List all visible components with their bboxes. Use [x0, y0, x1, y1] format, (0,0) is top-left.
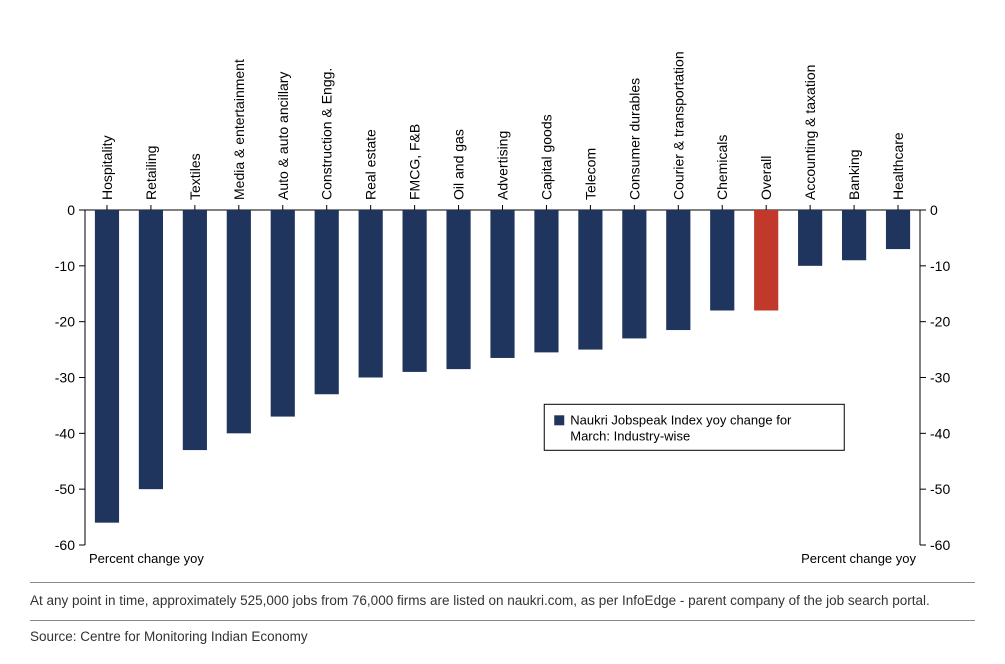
- bar: [666, 210, 690, 330]
- bar: [490, 210, 514, 358]
- legend-marker: [554, 415, 564, 425]
- svg-text:0: 0: [930, 202, 938, 218]
- category-label: Chemicals: [714, 135, 730, 200]
- svg-text:-30: -30: [930, 370, 950, 386]
- category-label: Construction & Engg.: [319, 68, 335, 200]
- bar: [886, 210, 910, 249]
- category-label: Accounting & taxation: [802, 65, 818, 200]
- svg-text:-50: -50: [930, 481, 950, 497]
- bar-chart: 0 0 -10 -10 -20 -20 -30 -30 -40 -40 -50 -50 -60 -60 Ho…: [30, 10, 975, 570]
- svg-text:-40: -40: [930, 425, 950, 441]
- y-axis-title-left: Percent change yoy: [89, 551, 204, 566]
- category-label: Advertising: [495, 131, 511, 200]
- bar: [315, 210, 339, 394]
- svg-text:-50: -50: [55, 481, 75, 497]
- bar: [183, 210, 207, 450]
- separator: [30, 620, 975, 621]
- svg-text:-40: -40: [55, 425, 75, 441]
- bar: [359, 210, 383, 378]
- bar: [622, 210, 646, 338]
- footnote-text: At any point in time, approximately 525,…: [30, 593, 975, 608]
- bar: [842, 210, 866, 260]
- bar: [271, 210, 295, 417]
- category-label: Healthcare: [890, 132, 906, 200]
- bar: [798, 210, 822, 266]
- category-label: Banking: [846, 149, 862, 200]
- separator: [30, 582, 975, 583]
- category-label: Telecom: [582, 148, 598, 200]
- svg-text:0: 0: [67, 202, 75, 218]
- bar: [227, 210, 251, 433]
- category-label: Consumer durables: [626, 78, 642, 200]
- category-label: FMCG, F&B: [407, 124, 423, 200]
- category-label: Media & entertainment: [231, 59, 247, 200]
- bar: [534, 210, 558, 352]
- category-label: Textiles: [187, 153, 203, 200]
- y-axis-title-right: Percent change yoy: [801, 551, 916, 566]
- bar: [710, 210, 734, 311]
- bar: [403, 210, 427, 372]
- legend-label: Naukri Jobspeak Index yoy change for: [570, 412, 792, 427]
- category-label: Oil and gas: [451, 129, 467, 200]
- category-label: Overall: [758, 156, 774, 200]
- svg-text:-60: -60: [930, 537, 950, 553]
- svg-text:-10: -10: [930, 258, 950, 274]
- svg-text:-10: -10: [55, 258, 75, 274]
- svg-text:-30: -30: [55, 370, 75, 386]
- category-label: Capital goods: [538, 114, 554, 200]
- svg-text:-20: -20: [55, 314, 75, 330]
- bar: [578, 210, 602, 350]
- category-label: Hospitality: [99, 135, 115, 200]
- category-label: Auto & auto ancillary: [275, 72, 291, 200]
- source-text: Source: Centre for Monitoring Indian Eco…: [30, 629, 975, 644]
- category-label: Retailing: [143, 146, 159, 200]
- svg-text:-60: -60: [55, 537, 75, 553]
- bar: [446, 210, 470, 369]
- category-label: Courier & transportation: [670, 51, 686, 200]
- bar: [754, 210, 778, 311]
- legend-label: March: Industry-wise: [570, 428, 690, 443]
- bar: [95, 210, 119, 523]
- svg-text:-20: -20: [930, 314, 950, 330]
- chart-container: 0 0 -10 -10 -20 -20 -30 -30 -40 -40 -50 -50 -60 -60 Ho…: [30, 10, 975, 570]
- category-label: Real estate: [363, 129, 379, 200]
- bar: [139, 210, 163, 489]
